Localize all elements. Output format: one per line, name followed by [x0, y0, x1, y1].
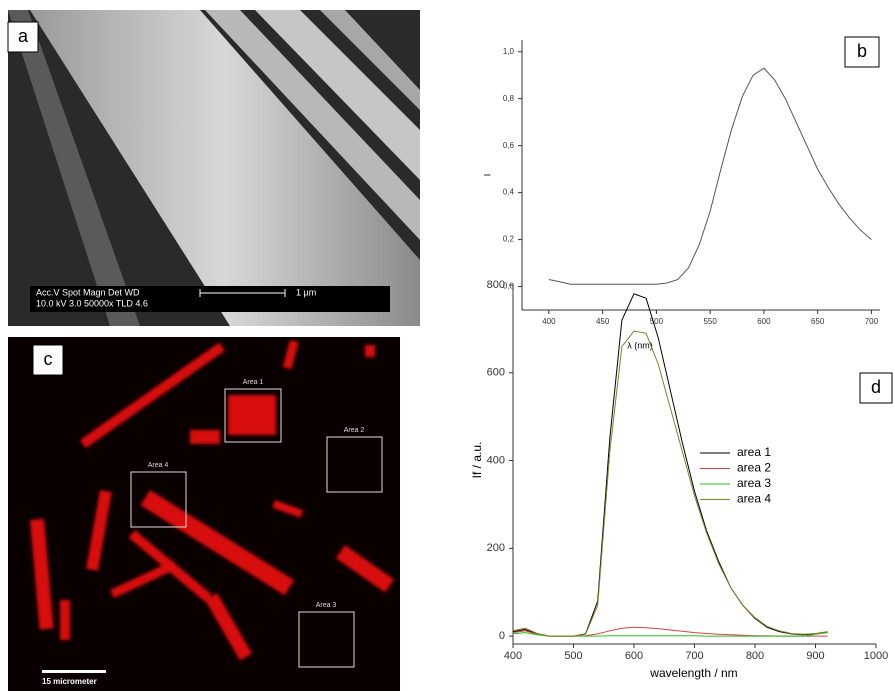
fluor-scale-bar: 15 micrometer	[42, 677, 97, 686]
sem-info-header: Acc.V Spot Magn Det WD	[36, 287, 140, 297]
x-tick-label: 400	[542, 317, 556, 326]
data-line	[512, 330, 828, 637]
x-tick-label: 450	[596, 317, 610, 326]
x-tick-label: 500	[650, 317, 664, 326]
y-axis-label: If / a.u.	[470, 442, 484, 479]
x-tick-label: 650	[811, 317, 825, 326]
x-tick-label: 700	[685, 650, 703, 662]
x-tick-label: 600	[757, 317, 771, 326]
x-tick-label: 1000	[864, 650, 888, 662]
legend-label: area 1	[737, 445, 771, 459]
y-tick-label: 0,0	[503, 282, 515, 291]
panel-label: a	[18, 26, 29, 46]
x-tick-label: 550	[703, 317, 717, 326]
y-tick-label: 400	[487, 454, 505, 466]
y-tick-label: 0	[499, 630, 505, 642]
sem-scale-bar: 1 µm	[296, 287, 316, 297]
y-tick-label: 800	[487, 279, 505, 291]
x-tick-label: 800	[746, 650, 764, 662]
y-axis-label: I	[482, 174, 492, 177]
x-axis-label: wavelength / nm	[649, 666, 737, 680]
panel-label: d	[871, 377, 881, 397]
y-tick-label: 0,6	[503, 141, 515, 150]
sem-image: Acc.V Spot Magn Det WD 10.0 kV 3.0 50000…	[7, 10, 420, 326]
data-line	[512, 293, 828, 637]
legend-label: area 4	[737, 492, 771, 506]
y-tick-label: 600	[487, 367, 505, 379]
area-label: Area 2	[344, 427, 365, 434]
legend-label: area 2	[737, 461, 771, 475]
data-line	[512, 632, 828, 637]
panel-label: b	[857, 41, 867, 61]
sem-info-values: 10.0 kV 3.0 50000x TLD 4.6	[36, 298, 148, 308]
y-tick-label: 0,4	[503, 188, 515, 197]
x-axis-label: λ (nm)	[627, 340, 653, 350]
area-label: Area 3	[316, 602, 337, 609]
area-label: Area 1	[243, 379, 264, 386]
x-tick-label: 500	[564, 650, 582, 662]
y-tick-label: 200	[487, 542, 505, 554]
fluorescence-image: Area 1 Area 2 Area 3 Area 4 15 micromete…	[8, 337, 400, 691]
area-label: Area 4	[148, 462, 169, 469]
legend-label: area 3	[737, 476, 771, 490]
y-tick-label: 0,2	[503, 235, 515, 244]
y-tick-label: 0,8	[503, 94, 515, 103]
panel-label: c	[44, 349, 53, 369]
data-line	[548, 67, 872, 285]
x-tick-label: 600	[625, 650, 643, 662]
x-tick-label: 900	[806, 650, 824, 662]
x-tick-label: 700	[865, 317, 879, 326]
y-tick-label: 1,0	[503, 47, 515, 56]
x-tick-label: 400	[504, 650, 522, 662]
